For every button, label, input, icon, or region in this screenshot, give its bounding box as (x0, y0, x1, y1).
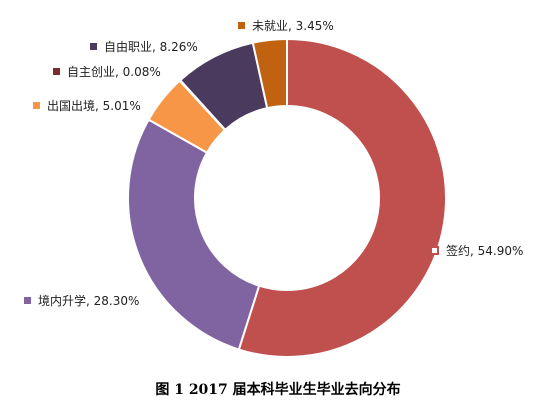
label-unemployed: 未就业, 3.45% (238, 17, 334, 34)
legend-marker-entrepreneurship (53, 68, 60, 75)
label-domestic-study: 境内升学, 28.30% (24, 292, 139, 309)
label-abroad: 出国出境, 5.01% (33, 97, 141, 114)
label-abroad-text: 出国出境, 5.01% (47, 99, 141, 113)
donut-chart (127, 37, 447, 358)
label-entrepreneurship-text: 自主创业, 0.08% (67, 65, 161, 79)
slice-unemployed (251, 37, 288, 110)
label-domestic-study-text: 境内升学, 28.30% (38, 294, 140, 308)
label-freelance: 自由职业, 8.26% (90, 38, 198, 55)
legend-marker-domestic-study (24, 297, 31, 304)
label-entrepreneurship: 自主创业, 0.08% (53, 63, 161, 80)
legend-marker-abroad (33, 102, 40, 109)
legend-marker-signing (430, 246, 439, 255)
figure-caption: 图 1 2017 届本科毕业生毕业去向分布 (155, 382, 401, 398)
label-signing: 签约, 54.90% (430, 242, 523, 259)
slice-domestic-study (127, 118, 261, 351)
label-freelance-text: 自由职业, 8.26% (104, 40, 198, 54)
label-signing-text: 签约, 54.90% (446, 244, 524, 258)
label-unemployed-text: 未就业, 3.45% (252, 19, 334, 33)
legend-marker-unemployed (238, 22, 245, 29)
legend-marker-freelance (90, 43, 97, 50)
slice-signing (237, 37, 447, 358)
